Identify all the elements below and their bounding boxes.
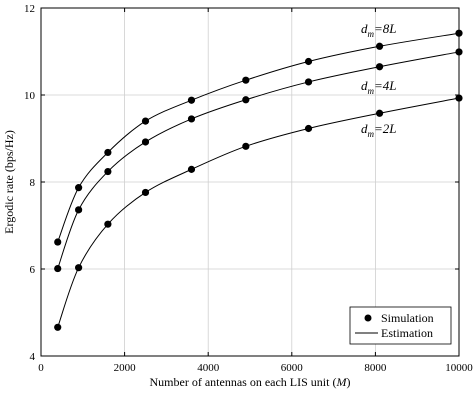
legend-estimation-label: Estimation	[381, 326, 433, 340]
series-1-simulation-point	[242, 96, 250, 104]
x-tick-label: 10000	[445, 362, 473, 374]
series-1-simulation-point	[141, 138, 150, 146]
annotation-dm-4l: dm=4L	[361, 78, 397, 96]
series-0-simulation-point	[54, 238, 62, 246]
series-0-simulation-point	[375, 42, 384, 50]
series-0-simulation-point	[304, 57, 313, 66]
x-axis-label-text: Number of antennas on each LIS unit (	[150, 375, 337, 389]
series-1-simulation-point	[75, 206, 83, 214]
series-1-simulation-point	[304, 78, 313, 86]
y-tick-label: 12	[24, 3, 35, 15]
y-tick-label: 10	[24, 90, 36, 102]
series-0-simulation-point	[141, 117, 150, 125]
annotation-dm-4l-sub: m	[368, 86, 375, 96]
legend: Simulation Estimation	[349, 306, 452, 345]
annotation-dm-2l-sub: m	[368, 129, 375, 139]
y-tick-label: 8	[30, 177, 36, 189]
x-axis-label-var: M	[335, 375, 347, 389]
y-tick-label: 4	[30, 351, 36, 363]
series-2-simulation-point	[375, 109, 384, 117]
legend-box	[349, 306, 452, 345]
legend-simulation-label: Simulation	[381, 311, 434, 325]
series-1-simulation-point	[375, 63, 384, 71]
series-0-simulation-point	[242, 76, 250, 84]
x-tick-label: 8000	[364, 362, 387, 374]
series-0-simulation-point	[75, 184, 83, 192]
ticks: 0 2000 4000 6000 8000 10000 4 6 8 10 12	[24, 3, 473, 374]
annotation-dm-8l-sub: m	[368, 29, 375, 39]
series-2-simulation-point	[75, 264, 83, 272]
series-2-simulation-point	[104, 220, 112, 228]
series-markers	[54, 29, 463, 331]
y-axis-label: Ergodic rate (bps/Hz)	[2, 130, 16, 234]
annotation-dm-8l-base: d	[361, 21, 368, 36]
annotation-dm-4l-base: d	[361, 78, 368, 93]
series-2-simulation-point	[304, 124, 313, 133]
series-2-simulation-point	[242, 142, 250, 150]
y-tick-label: 6	[30, 264, 36, 276]
x-tick-label: 0	[38, 362, 44, 374]
x-tick-label: 4000	[197, 362, 220, 374]
series-2-simulation-point	[187, 165, 196, 173]
series-0-simulation-point	[104, 148, 112, 157]
series-2-simulation-point	[54, 323, 62, 331]
annotation-dm-8l-value: =8L	[374, 21, 397, 36]
series-0-simulation-point	[187, 96, 196, 104]
series-1-simulation-point	[104, 167, 112, 176]
annotation-dm-2l-value: =2L	[374, 121, 397, 136]
x-tick-label: 6000	[281, 362, 304, 374]
legend-simulation-marker	[364, 314, 372, 322]
annotation-dm-2l: dm=2L	[361, 121, 397, 139]
series-1-simulation-point	[187, 115, 196, 123]
series-1-simulation-point	[54, 264, 62, 273]
annotation-dm-2l-base: d	[361, 121, 368, 136]
x-axis-label-close: )	[346, 375, 350, 389]
annotation-dm-4l-value: =4L	[374, 78, 397, 93]
annotation-dm-8l: dm=8L	[361, 21, 397, 39]
series-2-simulation-point	[141, 188, 150, 197]
x-axis-label: Number of antennas on each LIS unit (M)	[150, 375, 351, 389]
x-tick-label: 2000	[114, 362, 137, 374]
